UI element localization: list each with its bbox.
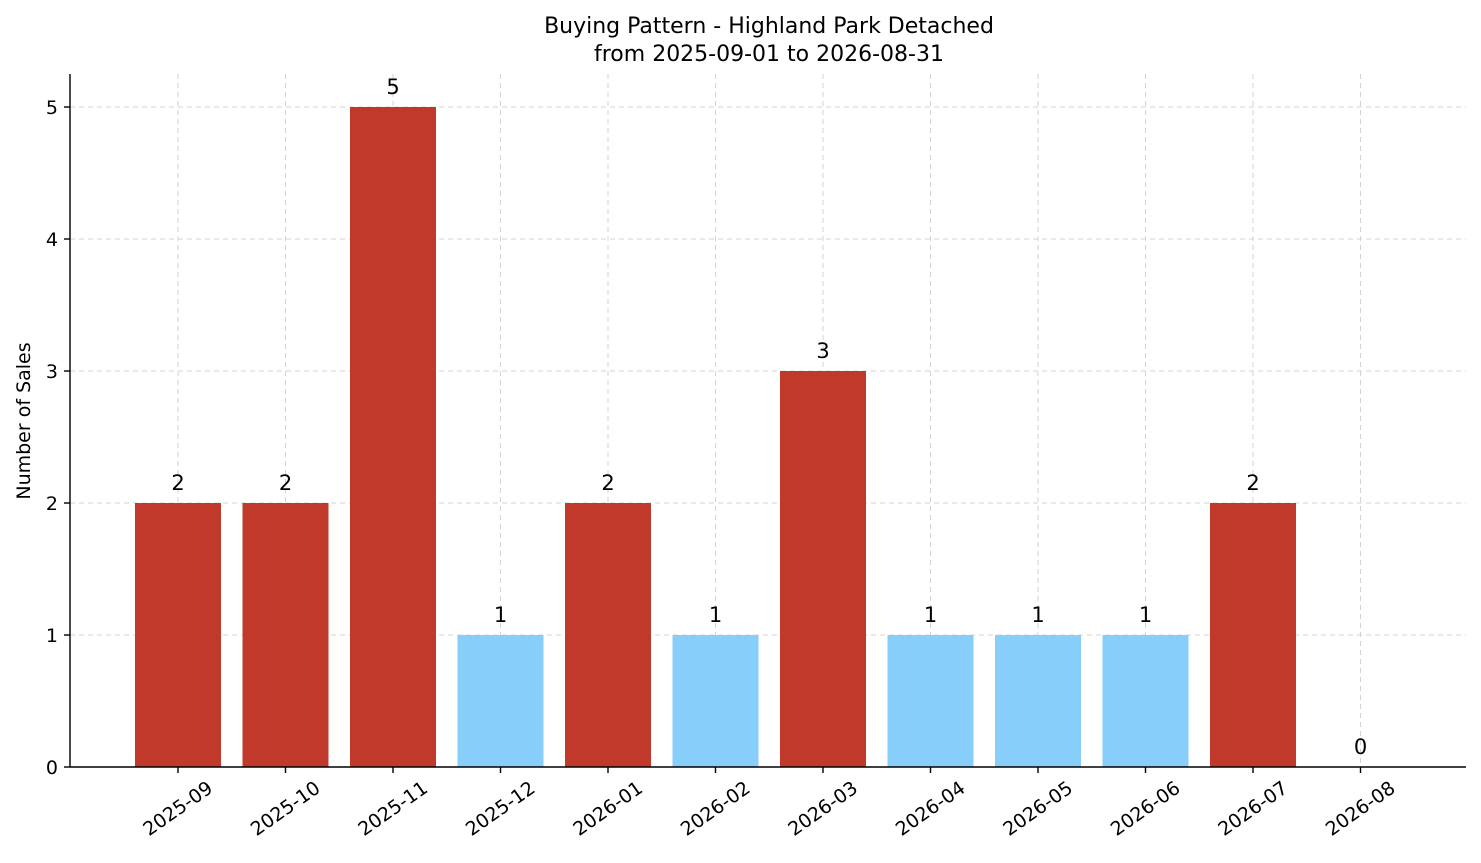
y-tick-label: 2 [46, 493, 58, 515]
y-axis-label: Number of Sales [13, 342, 35, 499]
data-label-2026-07: 2 [1246, 471, 1259, 495]
y-tick-label: 5 [46, 97, 58, 119]
bar-2026-01 [565, 503, 651, 767]
data-label-2026-01: 2 [601, 471, 614, 495]
bar-2026-03 [780, 371, 866, 767]
bar-2026-06 [1102, 635, 1189, 767]
bar-2026-04 [887, 635, 974, 767]
y-tick-label: 1 [46, 625, 58, 647]
data-labels: 2 2 5 1 2 1 3 1 1 1 2 0 [171, 75, 1367, 759]
data-label-2026-02: 1 [709, 603, 722, 627]
bars [135, 107, 1296, 767]
bar-2026-05 [995, 635, 1081, 767]
chart-subtitle: from 2025-09-01 to 2026-08-31 [594, 42, 944, 67]
data-label-2026-08: 0 [1354, 735, 1367, 759]
bar-2025-11 [350, 107, 436, 767]
x-tick-label-2026-06: 2026-06 [1107, 777, 1185, 841]
y-tick-label: 3 [46, 361, 58, 383]
y-tick-label: 4 [46, 229, 58, 251]
data-label-2026-04: 1 [924, 603, 937, 627]
x-tick-label-2026-08: 2026-08 [1322, 777, 1400, 841]
x-tick-label-2026-07: 2026-07 [1214, 777, 1292, 841]
data-label-2025-12: 1 [494, 603, 507, 627]
x-tick-label-2025-12: 2025-12 [462, 777, 540, 841]
bar-2025-09 [135, 503, 221, 767]
chart-title: Buying Pattern - Highland Park Detached [544, 14, 994, 39]
x-tick-label-2025-10: 2025-10 [247, 777, 325, 841]
x-tick-label-2026-01: 2026-01 [569, 777, 647, 841]
bar-2025-12 [457, 635, 544, 767]
data-label-2026-05: 1 [1031, 603, 1044, 627]
x-tick-label-2026-03: 2026-03 [784, 777, 862, 841]
x-tick-label-2025-11: 2025-11 [354, 777, 432, 841]
data-label-2026-03: 3 [816, 339, 829, 363]
data-label-2025-10: 2 [279, 471, 292, 495]
x-tick-label-2026-02: 2026-02 [677, 777, 755, 841]
data-label-2025-11: 5 [386, 75, 399, 99]
x-tick-label-2026-04: 2026-04 [892, 777, 970, 841]
bar-2026-02 [672, 635, 759, 767]
x-tick-label-2026-05: 2026-05 [999, 777, 1077, 841]
data-label-2026-06: 1 [1139, 603, 1152, 627]
data-label-2025-09: 2 [171, 471, 184, 495]
bar-2025-10 [242, 503, 329, 767]
y-tick-label: 0 [46, 757, 58, 779]
x-tick-label-2025-09: 2025-09 [139, 777, 217, 841]
bar-2026-07 [1210, 503, 1296, 767]
